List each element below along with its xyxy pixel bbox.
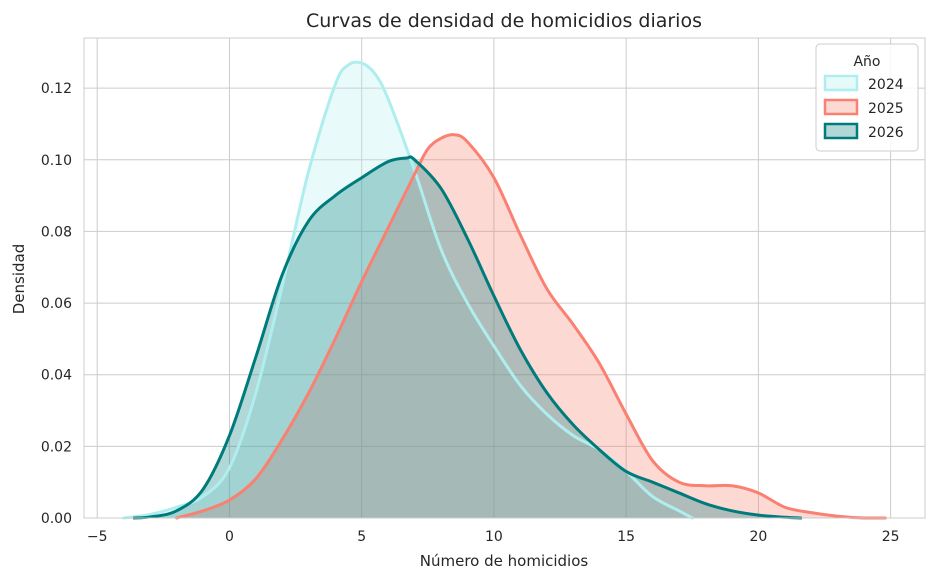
plot-background (84, 38, 925, 518)
legend-title: Año (853, 54, 880, 70)
legend-swatch-2025 (823, 98, 859, 116)
x-tick-label: 5 (357, 529, 366, 545)
x-tick-label: 15 (617, 529, 635, 545)
y-tick-label: 0.12 (41, 81, 72, 97)
legend-items: 2024 2025 2026 (823, 74, 904, 141)
y-axis-label: Densidad (10, 244, 28, 315)
density-areas (123, 62, 886, 519)
legend: Año 2024 2025 2026 (815, 43, 919, 152)
legend-label-2026: 2026 (868, 125, 904, 141)
y-tick-label: 0.04 (41, 368, 72, 384)
y-tick-label: 0.08 (41, 224, 72, 240)
density-area-2025 (176, 134, 886, 518)
legend-swatch-2024 (823, 74, 859, 92)
x-tick-label: 20 (749, 529, 767, 545)
x-tick-label: −5 (87, 529, 108, 545)
y-tick-label: 0.06 (41, 296, 72, 312)
chart-title: Curvas de densidad de homicidios diarios (306, 10, 702, 32)
y-axis-ticks: 0.00 0.02 0.04 0.06 0.08 0.10 0.12 (41, 81, 72, 527)
density-line-2026 (132, 155, 803, 520)
density-area-2024 (123, 62, 693, 518)
y-tick-label: 0.00 (41, 511, 72, 527)
y-tick-label: 0.10 (41, 153, 72, 169)
legend-swatch-2026 (823, 122, 859, 140)
x-axis-ticks: −5 0 5 10 15 20 25 (87, 529, 900, 545)
y-tick-label: 0.02 (41, 439, 72, 455)
x-tick-label: 25 (882, 529, 900, 545)
x-tick-label: 10 (485, 529, 503, 545)
density-lines (122, 60, 887, 520)
density-area-2026 (134, 156, 801, 519)
legend-label-2024: 2024 (868, 77, 904, 93)
plot-frame (83, 37, 926, 519)
x-tick-label: 0 (225, 529, 234, 545)
density-line-2025 (175, 133, 887, 520)
x-axis-label: Número de homicidios (420, 552, 589, 570)
legend-label-2025: 2025 (868, 101, 904, 117)
